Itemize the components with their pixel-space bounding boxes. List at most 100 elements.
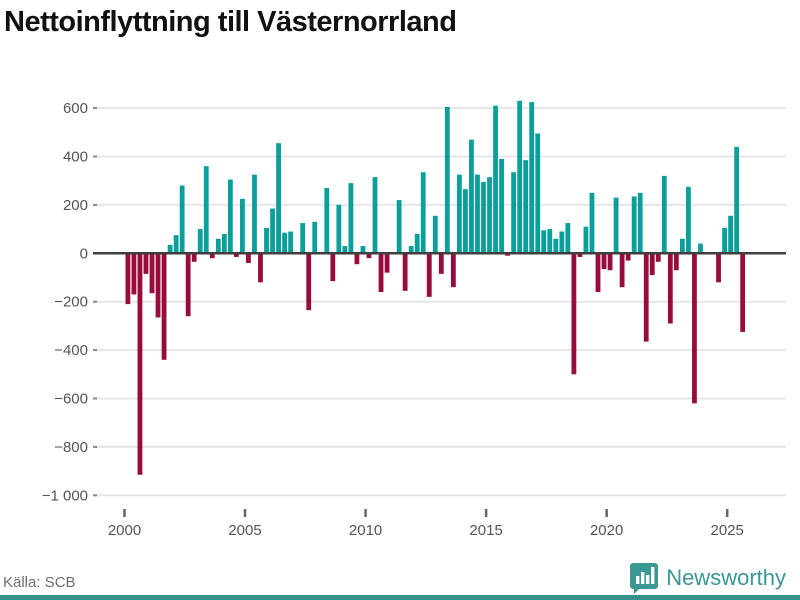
bar-2014q3	[475, 174, 480, 254]
y-axis-label: −1 000	[42, 487, 88, 504]
y-axis-label: −800	[54, 439, 88, 456]
bar-2006q4	[288, 231, 294, 254]
bar-2009q2	[348, 183, 354, 254]
bar-2024q4	[722, 227, 727, 254]
bar-2021q1	[631, 196, 637, 254]
bar-2005q4	[264, 227, 269, 254]
bar-2013q4	[456, 174, 462, 254]
bar-2015q2	[493, 105, 498, 254]
bar-2020q1	[607, 253, 613, 271]
bar-2013q1	[438, 253, 444, 274]
bar-2022q3	[667, 253, 673, 324]
bar-2004q2	[227, 179, 233, 254]
bar-2002q3	[185, 253, 191, 317]
bar-2007q4	[312, 221, 318, 254]
bar-2017q3	[547, 229, 553, 254]
y-axis-label: −200	[54, 294, 88, 311]
bar-2001q3	[161, 253, 167, 360]
bar-2023q3	[692, 253, 697, 404]
chart-title: Nettoinflyttning till Västernorrland	[4, 6, 457, 38]
bar-2025q1	[728, 215, 733, 254]
bar-2008q3	[330, 253, 336, 282]
bar-2002q4	[191, 253, 197, 262]
bar-2012q2	[420, 172, 426, 254]
bar-2001q1	[149, 253, 155, 294]
bar-2007q3	[306, 253, 312, 311]
bar-2012q1	[414, 233, 420, 254]
bar-2021q2	[637, 192, 643, 254]
bar-2009q1	[342, 246, 348, 254]
bar-2008q2	[324, 187, 330, 254]
bar-2010q3	[378, 253, 384, 293]
bar-2001q2	[155, 253, 161, 318]
bar-2000q3	[137, 253, 143, 475]
bar-2003q2	[203, 166, 209, 254]
bar-2005q3	[258, 253, 263, 283]
bar-2018q1	[559, 231, 565, 254]
bar-2006q2	[276, 143, 281, 254]
bar-2007q2	[300, 223, 306, 254]
bar-2021q4	[649, 253, 655, 276]
bar-2019q1	[583, 226, 589, 254]
bar-2015q3	[499, 158, 504, 254]
bar-2019q3	[595, 253, 601, 293]
bar-2000q1	[125, 253, 131, 305]
bar-2003q3	[209, 253, 215, 259]
bar-2009q3	[354, 253, 360, 265]
bar-2016q3	[523, 160, 529, 254]
y-axis-label: −600	[54, 391, 88, 408]
bar-2023q1	[679, 238, 685, 254]
x-axis-label: 2010	[349, 522, 382, 539]
bar-chart-bubble-icon	[630, 563, 659, 594]
bar-2025q3	[740, 253, 746, 332]
bar-2018q2	[565, 223, 571, 254]
bar-2017q1	[535, 133, 541, 254]
bar-2002q1	[173, 235, 179, 254]
y-axis-label: 0	[80, 245, 88, 262]
bar-2003q1	[197, 229, 203, 254]
bar-2015q1	[487, 177, 492, 254]
bar-2020q3	[619, 253, 625, 288]
bar-2003q4	[215, 238, 221, 254]
bar-2004q3	[233, 253, 239, 257]
bar-2018q4	[577, 253, 583, 257]
bar-2022q2	[661, 175, 667, 254]
bar-2009q4	[360, 246, 366, 254]
brand-lockup: Newsworthy	[629, 562, 786, 594]
bar-2024q3	[716, 253, 721, 283]
brand-name: Newsworthy	[666, 565, 786, 590]
bar-2013q3	[450, 253, 456, 288]
bar-2016q1	[511, 172, 517, 254]
y-axis-label: 200	[63, 197, 88, 214]
bar-2019q2	[589, 192, 595, 254]
bar-2016q2	[517, 100, 523, 254]
bar-2006q1	[270, 208, 275, 254]
bar-2010q1	[366, 253, 372, 259]
bar-2006q3	[282, 232, 288, 254]
bar-2018q3	[571, 253, 577, 375]
bar-2016q4	[529, 102, 535, 254]
bar-2014q1	[463, 189, 468, 254]
bar-2014q4	[481, 181, 486, 254]
bar-2020q4	[625, 253, 631, 261]
bar-2020q2	[613, 197, 619, 254]
y-axis-label: 600	[63, 100, 88, 117]
bar-2012q4	[432, 215, 438, 254]
bar-2021q3	[643, 253, 649, 342]
bar-2025q2	[734, 146, 740, 254]
x-axis-label: 2020	[590, 522, 623, 539]
bar-2023q2	[686, 186, 691, 254]
bar-2010q4	[384, 253, 390, 273]
bar-2011q4	[408, 246, 414, 254]
bar-2012q3	[426, 253, 432, 297]
bar-2017q4	[553, 238, 559, 254]
bar-2004q1	[221, 233, 227, 254]
bar-2022q1	[655, 253, 661, 262]
bar-2023q4	[698, 243, 703, 254]
bar-2017q2	[541, 230, 547, 254]
x-axis-label: 2005	[228, 522, 261, 539]
bar-2005q2	[252, 174, 257, 254]
bar-2022q4	[673, 253, 679, 271]
